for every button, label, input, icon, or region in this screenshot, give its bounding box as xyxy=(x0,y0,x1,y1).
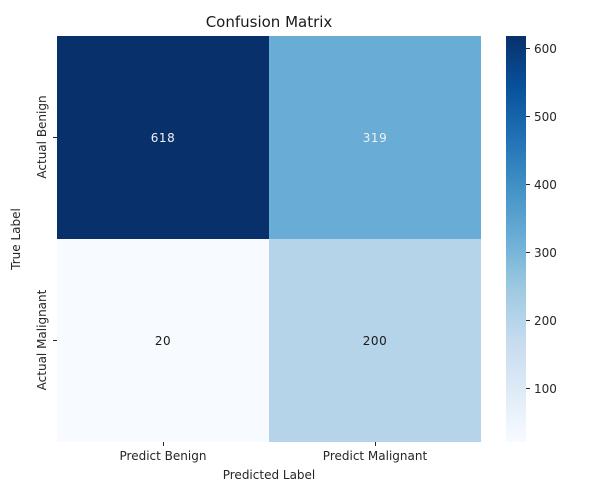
colorbar-tick-mark xyxy=(526,388,530,389)
heatmap-cell: 618 xyxy=(57,36,269,239)
colorbar-tick-label: 400 xyxy=(534,178,557,192)
colorbar-tick-label: 200 xyxy=(534,314,557,328)
x-axis-label: Predicted Label xyxy=(222,468,316,482)
colorbar-tick-mark xyxy=(526,252,530,253)
colorbar-tick-label: 300 xyxy=(534,246,557,260)
y-tick-mark xyxy=(53,137,57,138)
y-tick-label: Actual Malignant xyxy=(35,289,49,391)
x-tick-mark xyxy=(375,442,376,446)
heatmap-cell: 319 xyxy=(269,36,481,239)
colorbar-tick-mark xyxy=(526,116,530,117)
colorbar-tick-label: 500 xyxy=(534,110,557,124)
y-axis-label: True Label xyxy=(9,208,23,270)
colorbar-tick-label: 100 xyxy=(534,382,557,396)
colorbar-tick-label: 600 xyxy=(534,42,557,56)
x-tick-label: Predict Benign xyxy=(119,449,207,463)
colorbar-tick-mark xyxy=(526,184,530,185)
cell-value: 319 xyxy=(362,130,388,145)
colorbar-tick-mark xyxy=(526,320,530,321)
colorbar-tick-mark xyxy=(526,48,530,49)
chart-title: Confusion Matrix xyxy=(205,13,333,31)
x-tick-label: Predict Malignant xyxy=(322,449,428,463)
cell-value: 618 xyxy=(150,130,176,145)
heatmap-cell: 20 xyxy=(57,239,269,442)
colorbar-gradient xyxy=(506,36,526,442)
y-tick-label: Actual Benign xyxy=(35,95,49,179)
y-tick-mark xyxy=(53,340,57,341)
heatmap-cell: 200 xyxy=(269,239,481,442)
cell-value: 20 xyxy=(154,333,172,348)
heatmap-plot-area: 618 319 20 200 xyxy=(57,36,481,442)
cell-value: 200 xyxy=(362,333,388,348)
x-tick-mark xyxy=(163,442,164,446)
